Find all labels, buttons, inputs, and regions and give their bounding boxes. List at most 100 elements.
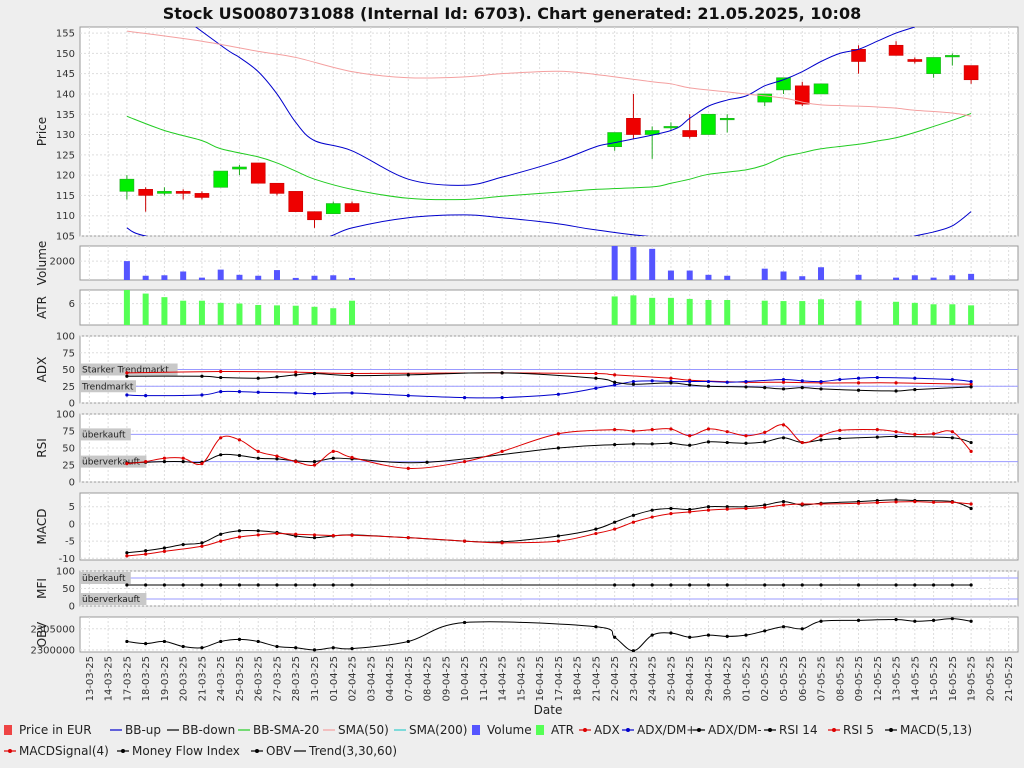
rsi-5-point xyxy=(744,434,748,438)
rsi-5-point xyxy=(406,466,410,470)
candle-up xyxy=(813,83,829,95)
money-flow-index-point xyxy=(688,583,692,587)
legend-item: Price in EUR xyxy=(4,723,92,737)
y-axis-title-adx: ADX xyxy=(35,357,49,383)
candle-down xyxy=(175,191,191,194)
volume-bar xyxy=(686,270,693,280)
series-volume xyxy=(123,246,975,280)
x-tick-label: 08-05-25 xyxy=(835,656,846,701)
y-axis-title-volume: Volume xyxy=(35,241,49,286)
macd-5-13-point xyxy=(969,506,973,511)
adx-dm-point xyxy=(819,387,823,391)
candle-up xyxy=(663,126,679,129)
x-tick-label: 12-05-25 xyxy=(873,656,884,701)
rsi-14-point xyxy=(256,456,260,460)
y-tick-label-mfi: 50 xyxy=(62,584,75,595)
volume-bar xyxy=(968,273,975,280)
volume-bar xyxy=(667,270,674,280)
rsi-5-point xyxy=(706,427,711,431)
macd-5-13-point xyxy=(669,506,673,511)
macdsignal-4-point xyxy=(631,520,636,524)
atr-bar xyxy=(273,305,280,325)
x-tick-label: 17-04-25 xyxy=(554,656,565,701)
adx-point xyxy=(894,381,898,385)
obv-point xyxy=(819,619,823,623)
series-bb-down xyxy=(126,211,972,236)
rsi-5-point xyxy=(500,449,504,453)
adx-dm-point xyxy=(744,385,748,389)
obv-point xyxy=(781,625,786,629)
x-tick-label: 02-05-25 xyxy=(760,656,771,701)
atr-bar xyxy=(198,300,205,325)
x-tick-label: 24-03-25 xyxy=(216,656,227,701)
obv-point xyxy=(462,620,467,625)
rsi-5-point xyxy=(838,428,842,432)
adx-line xyxy=(126,370,972,385)
obv-point xyxy=(706,633,711,637)
volume-bar xyxy=(780,271,787,280)
candle-up xyxy=(119,178,135,192)
adx-dm-point xyxy=(219,375,223,380)
x-tick-label: 16-05-25 xyxy=(948,656,959,701)
obv-point xyxy=(275,644,279,649)
adx-dm-point xyxy=(256,390,260,394)
x-tick-label: 26-03-25 xyxy=(254,656,265,701)
legend: Price in EUR BB-up BB-down BB-SMA-20 SMA(50)… xyxy=(4,723,972,758)
y-axis-title-obv: OBV xyxy=(35,621,49,647)
adx-dm-point xyxy=(256,376,260,380)
rsi-14-point xyxy=(875,435,879,439)
candle-up xyxy=(719,118,735,121)
macdsignal-4-point xyxy=(706,508,711,512)
volume-bar xyxy=(611,246,618,280)
money-flow-index-point xyxy=(237,583,242,587)
adx-dm-point xyxy=(237,390,242,394)
money-flow-index-point xyxy=(631,583,636,587)
atr-bar xyxy=(255,305,262,325)
x-tick-label: 01-05-25 xyxy=(741,656,752,701)
rsi-5-point xyxy=(631,429,636,433)
macdsignal-4-point xyxy=(819,502,823,506)
legend-swatch xyxy=(472,725,480,735)
legend-item: BB-down xyxy=(167,723,235,737)
macdsignal-4-point xyxy=(950,500,954,504)
adx-dm-point xyxy=(200,393,204,397)
rsi-5-point xyxy=(669,427,673,431)
macdsignal-4-point xyxy=(913,499,917,504)
candle-up xyxy=(701,113,716,135)
macdsignal-4-point xyxy=(256,533,260,537)
adx-dm-point xyxy=(406,373,410,377)
atr-bar xyxy=(780,301,787,325)
adx-dm-point xyxy=(706,379,711,384)
y-axis-title-atr: ATR xyxy=(35,296,49,319)
obv-point xyxy=(406,639,410,644)
y-tick-label-rsi: 0 xyxy=(69,478,75,489)
legend-item: ADX/DM- xyxy=(693,723,762,737)
adx-dm-point xyxy=(856,388,861,392)
legend-item: RSI 14 xyxy=(764,723,818,737)
atr-bar xyxy=(799,301,806,325)
obv-point xyxy=(219,639,223,644)
candle-down xyxy=(344,203,360,212)
macdsignal-4-point xyxy=(763,505,767,510)
legend-label: BB-down xyxy=(182,723,235,737)
rsi-5-point xyxy=(650,428,654,432)
rsi-5-point xyxy=(800,440,804,445)
y-tick-label-mfi: 0 xyxy=(69,602,75,613)
macdsignal-4-point xyxy=(931,500,936,504)
reference-label-bg xyxy=(80,428,131,441)
candle-down xyxy=(851,49,866,62)
candle-down xyxy=(794,85,810,105)
x-tick-label: 14-04-25 xyxy=(498,656,509,701)
money-flow-index-point xyxy=(781,583,786,587)
macdsignal-4-point xyxy=(969,502,973,506)
y-axis-title-macd: MACD xyxy=(35,509,49,545)
rsi-5-point xyxy=(125,462,129,466)
money-flow-index-point xyxy=(312,583,317,587)
adx-dm-point xyxy=(594,376,598,380)
y-tick-label-adx: 50 xyxy=(62,365,75,376)
rsi-5-point xyxy=(556,432,560,436)
x-axis: 13-03-25 14-03-25 17-03-25 18-03-25 19-03-25… xyxy=(85,656,1015,701)
panel-atr: 6 ATR xyxy=(35,289,1019,326)
adx-dm-point xyxy=(969,385,973,389)
y-tick-label-rsi: 25 xyxy=(62,461,75,472)
